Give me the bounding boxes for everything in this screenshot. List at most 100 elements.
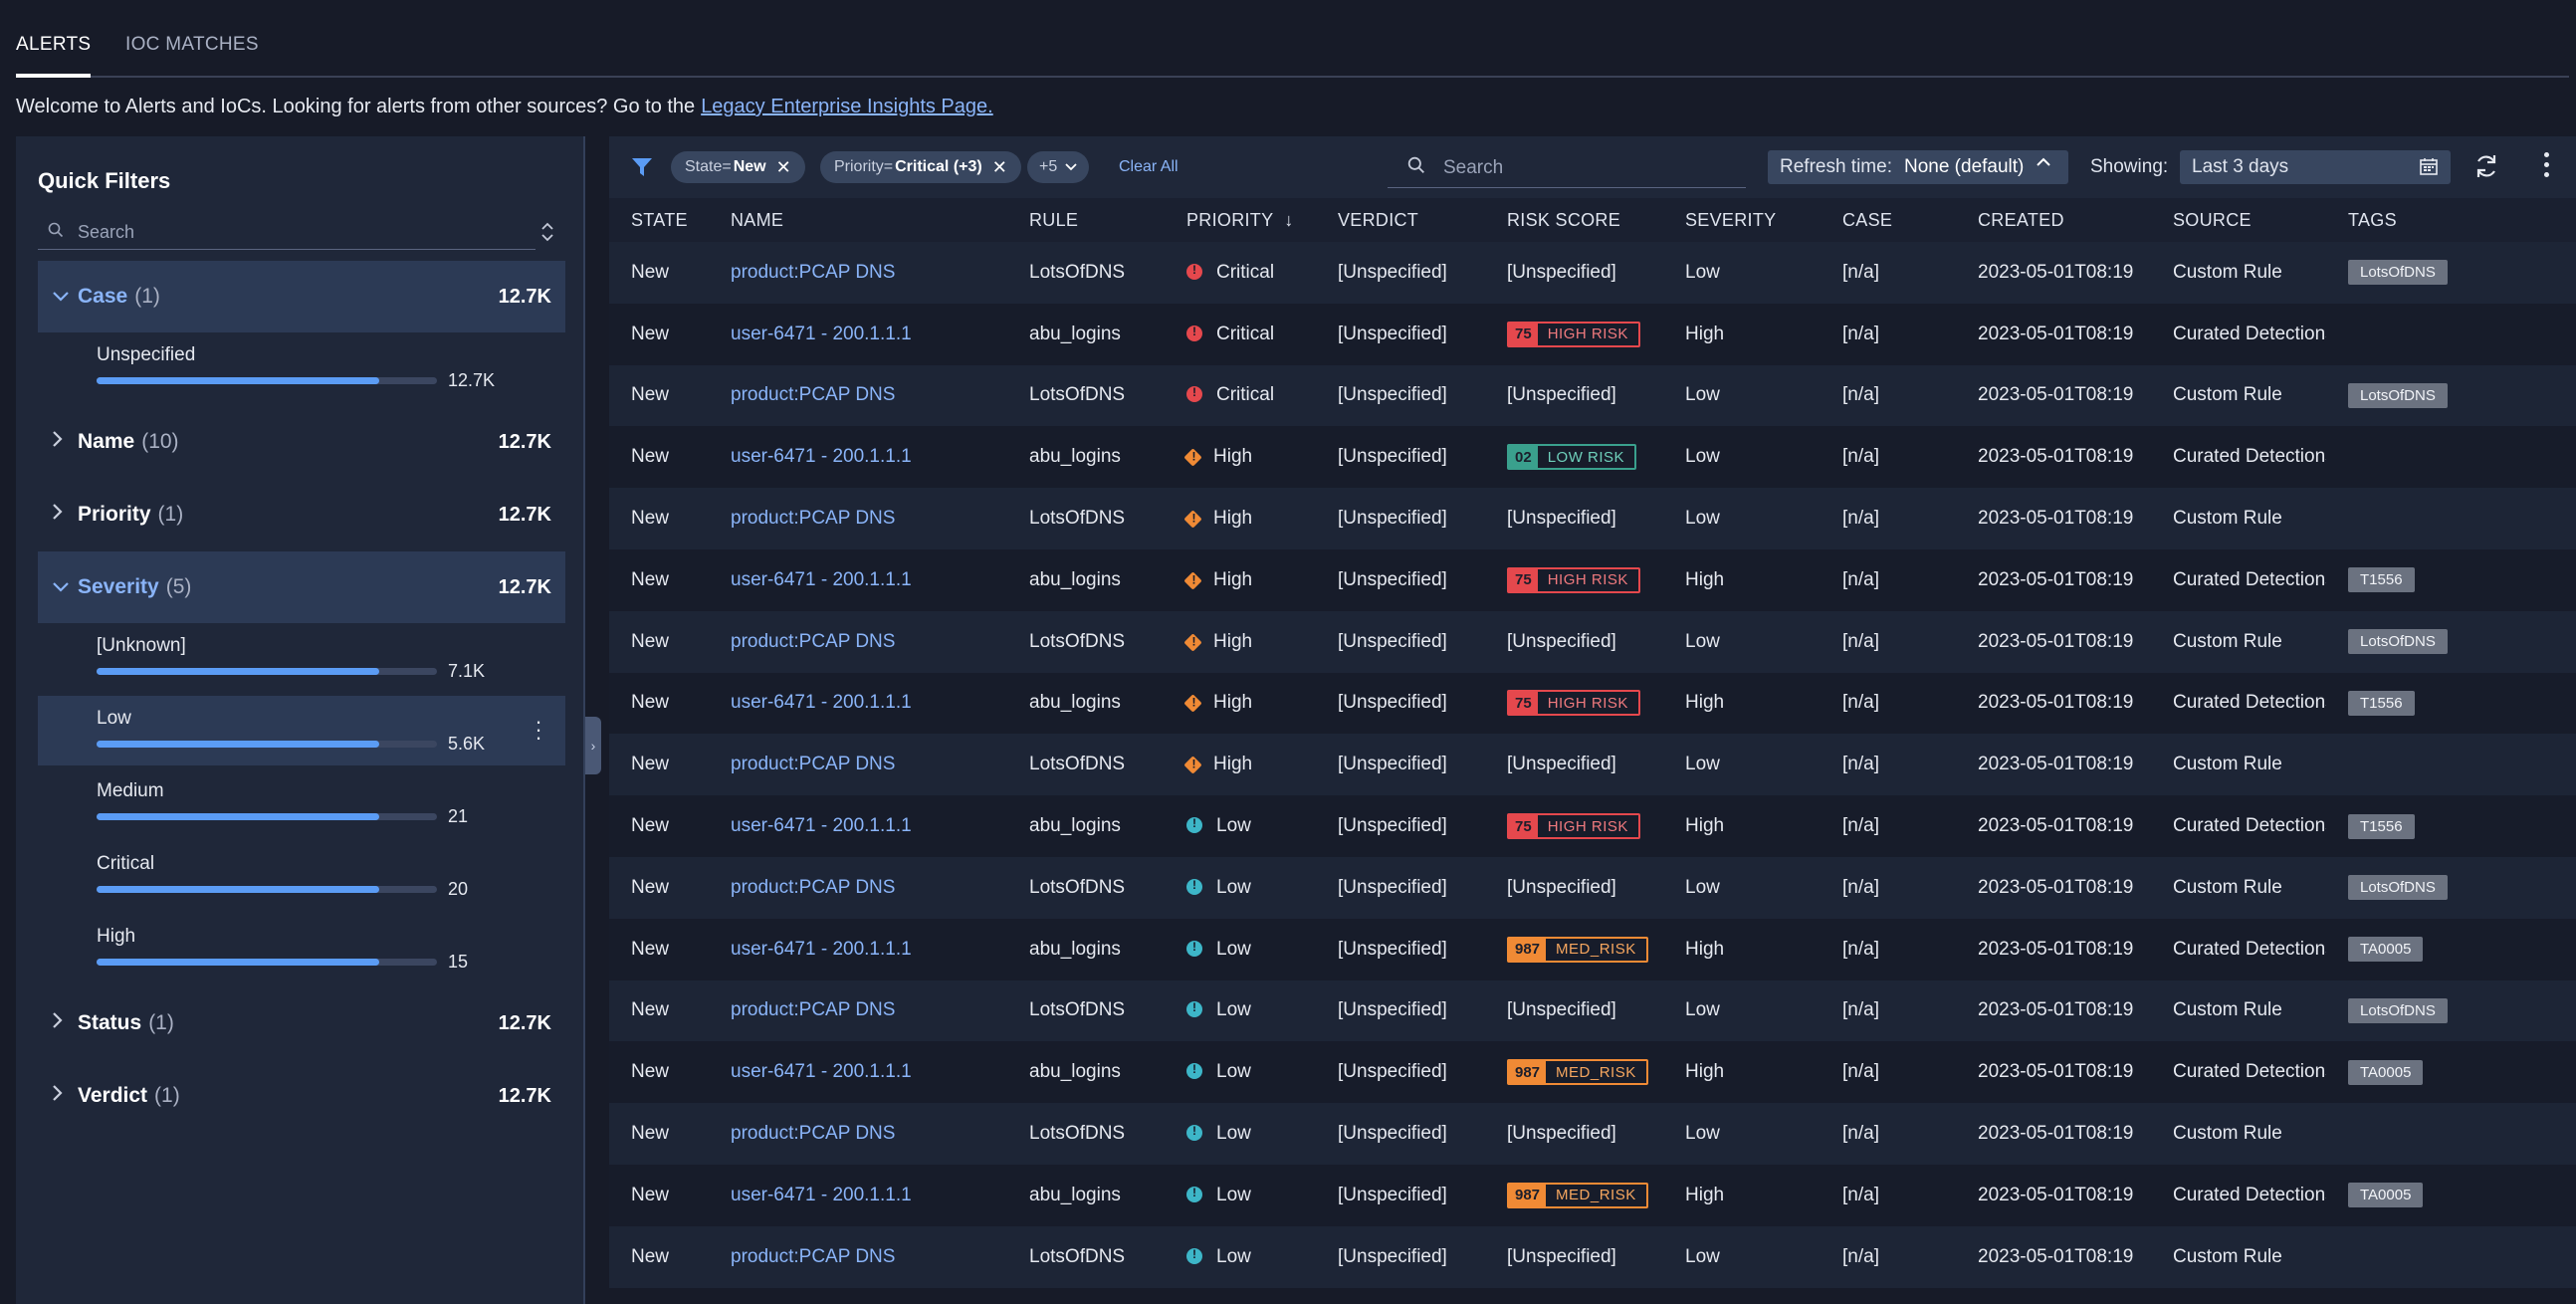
tag-badge[interactable]: LotsOfDNS bbox=[2348, 997, 2448, 1023]
filter-group-case[interactable]: Case (1) 12.7K bbox=[38, 261, 565, 332]
tag-badge[interactable]: T1556 bbox=[2348, 690, 2415, 716]
cell-severity: High bbox=[1663, 918, 1821, 980]
cell-tags: TA0005 bbox=[2326, 1041, 2576, 1104]
column-header-tags[interactable]: TAGS bbox=[2326, 198, 2576, 242]
filter-group-name[interactable]: Name (10) 12.7K bbox=[38, 406, 565, 478]
collapse-panel-handle[interactable]: › bbox=[585, 717, 601, 774]
tag-badge[interactable]: T1556 bbox=[2348, 813, 2415, 839]
filter-value-item[interactable]: Critical 20 bbox=[38, 841, 565, 911]
risk-score-badge: 987 MED_RISK bbox=[1507, 1182, 1648, 1208]
filter-chip-more[interactable]: +5 bbox=[1027, 151, 1090, 183]
cell-name-link[interactable]: user-6471 - 200.1.1.1 bbox=[709, 1164, 1007, 1226]
cell-name-link[interactable]: user-6471 - 200.1.1.1 bbox=[709, 672, 1007, 735]
group-total: 12.7K bbox=[498, 503, 551, 526]
close-icon[interactable]: ✕ bbox=[775, 156, 791, 177]
cell-name-link[interactable]: user-6471 - 200.1.1.1 bbox=[709, 548, 1007, 611]
tag-badge[interactable]: TA0005 bbox=[2348, 1059, 2424, 1085]
cell-verdict: [Unspecified] bbox=[1316, 548, 1485, 611]
legacy-insights-link[interactable]: Legacy Enterprise Insights Page. bbox=[701, 96, 993, 117]
tag-badge[interactable]: TA0005 bbox=[2348, 1183, 2424, 1208]
cell-name-link[interactable]: product:PCAP DNS bbox=[709, 364, 1007, 427]
sort-toggle-icon[interactable] bbox=[537, 220, 557, 246]
cell-name-link[interactable]: product:PCAP DNS bbox=[709, 488, 1007, 549]
date-range-select[interactable]: Last 3 days bbox=[2180, 150, 2451, 184]
filter-group-verdict[interactable]: Verdict (1) 12.7K bbox=[38, 1060, 565, 1132]
cell-name-link[interactable]: product:PCAP DNS bbox=[709, 734, 1007, 796]
cell-name-link[interactable]: product:PCAP DNS bbox=[709, 242, 1007, 304]
cell-name-link[interactable]: product:PCAP DNS bbox=[709, 1225, 1007, 1288]
tag-badge[interactable]: LotsOfDNS bbox=[2348, 260, 2448, 286]
tag-badge[interactable]: TA0005 bbox=[2348, 937, 2424, 963]
column-header-name[interactable]: NAME bbox=[709, 198, 1007, 242]
cell-name-link[interactable]: user-6471 - 200.1.1.1 bbox=[709, 303, 1007, 365]
filter-group-status[interactable]: Status (1) 12.7K bbox=[38, 987, 565, 1059]
cell-name-link[interactable]: product:PCAP DNS bbox=[709, 1103, 1007, 1165]
filter-icon[interactable] bbox=[631, 156, 653, 183]
cell-rule: LotsOfDNS bbox=[1007, 242, 1165, 304]
more-options-icon[interactable]: · · · bbox=[535, 709, 542, 750]
filter-value-item[interactable]: High 15 bbox=[38, 914, 565, 983]
cell-name-link[interactable]: product:PCAP DNS bbox=[709, 610, 1007, 673]
filter-group-priority[interactable]: Priority (1) 12.7K bbox=[38, 479, 565, 550]
cell-priority: Low bbox=[1165, 795, 1316, 857]
tab-ioc-matches[interactable]: IOC MATCHES bbox=[125, 34, 259, 55]
filter-chip-priority[interactable]: Priority = Critical (+3) ✕ bbox=[820, 151, 1021, 183]
cell-name-link[interactable]: product:PCAP DNS bbox=[709, 979, 1007, 1042]
refresh-time-select[interactable]: Refresh time: None (default) bbox=[1768, 150, 2068, 184]
cell-created: 2023-05-01T08:19 bbox=[1956, 856, 2151, 919]
chevron-right-icon bbox=[38, 1084, 78, 1108]
column-header-severity[interactable]: SEVERITY bbox=[1663, 198, 1821, 242]
group-total: 12.7K bbox=[498, 1084, 551, 1107]
cell-rule: LotsOfDNS bbox=[1007, 979, 1165, 1042]
clear-all-button[interactable]: Clear All bbox=[1119, 158, 1179, 175]
chevron-right-icon bbox=[38, 430, 78, 454]
column-header-case[interactable]: CASE bbox=[1821, 198, 1956, 242]
column-header-priority[interactable]: PRIORITY ↓ bbox=[1165, 198, 1316, 242]
filter-value-item[interactable]: Medium 21 bbox=[38, 768, 565, 838]
column-header-created[interactable]: CREATED bbox=[1956, 198, 2151, 242]
tag-badge[interactable]: LotsOfDNS bbox=[2348, 875, 2448, 901]
more-options-icon[interactable] bbox=[2540, 152, 2552, 182]
filter-chip-state[interactable]: State = New ✕ bbox=[671, 151, 805, 183]
filter-value-item[interactable]: Low 5.6K · · · bbox=[38, 696, 565, 765]
close-icon[interactable]: ✕ bbox=[991, 156, 1007, 177]
column-header-source[interactable]: SOURCE bbox=[2151, 198, 2326, 242]
column-header-rule[interactable]: RULE bbox=[1007, 198, 1165, 242]
column-header-state[interactable]: STATE bbox=[609, 198, 709, 242]
filter-value-item[interactable]: Unspecified 12.7K bbox=[38, 332, 565, 402]
table-search-input[interactable] bbox=[1443, 156, 1732, 179]
filter-value-item[interactable]: [Unknown] 7.1K bbox=[38, 623, 565, 693]
tag-badge[interactable]: T1556 bbox=[2348, 567, 2415, 593]
cell-name-link[interactable]: user-6471 - 200.1.1.1 bbox=[709, 918, 1007, 980]
cell-priority: Low bbox=[1165, 1164, 1316, 1226]
tab-alerts[interactable]: ALERTS bbox=[16, 34, 92, 78]
filter-group-severity[interactable]: Severity (5) 12.7K bbox=[38, 551, 565, 623]
column-header-risk-score[interactable]: RISK SCORE bbox=[1485, 198, 1663, 242]
cell-name-link[interactable]: product:PCAP DNS bbox=[709, 856, 1007, 919]
column-header-verdict[interactable]: VERDICT bbox=[1316, 198, 1485, 242]
tag-badge[interactable]: LotsOfDNS bbox=[2348, 629, 2448, 655]
cell-name-link[interactable]: user-6471 - 200.1.1.1 bbox=[709, 795, 1007, 857]
cell-name-link[interactable]: user-6471 - 200.1.1.1 bbox=[709, 426, 1007, 489]
quick-filters-search-input[interactable] bbox=[78, 222, 516, 243]
tag-badge[interactable]: LotsOfDNS bbox=[2348, 382, 2448, 408]
refresh-icon[interactable] bbox=[2472, 152, 2500, 185]
cell-name-link[interactable]: user-6471 - 200.1.1.1 bbox=[709, 1041, 1007, 1104]
